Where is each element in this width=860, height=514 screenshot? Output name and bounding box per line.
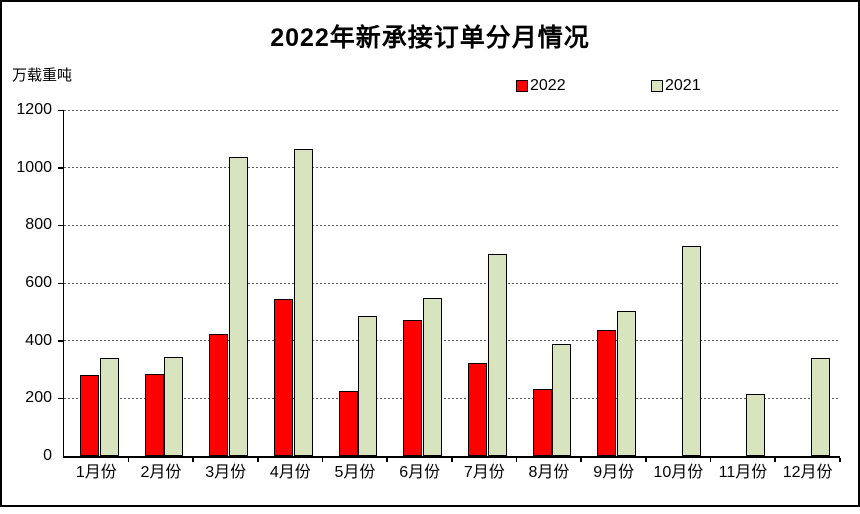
x-axis-label-11月份: 11月份: [718, 464, 768, 481]
x-axis-label-12月份: 12月份: [782, 464, 833, 481]
bar-2021-10月份: [681, 245, 701, 456]
y-axis-line: [62, 110, 64, 458]
x-tickmark-2: [192, 457, 194, 462]
bar-2021-2月份: [164, 356, 184, 456]
bar-2022-7月份: [468, 363, 487, 456]
y-tick-label-400: 400: [25, 331, 52, 349]
bar-2021-1月份: [99, 358, 119, 456]
x-axis-label-1月份: 1月份: [75, 464, 117, 481]
bar-2021-4月份: [293, 148, 313, 456]
y-tickmark-1000: [58, 167, 64, 169]
bar-2022-5月份: [338, 390, 358, 456]
legend-item-2022: 2022: [516, 78, 566, 94]
x-tickmark-9: [645, 457, 647, 462]
y-tick-label-1200: 1200: [16, 101, 52, 118]
bar-2021-7月份: [487, 254, 507, 456]
legend-label-2022: 2022: [530, 77, 566, 94]
x-tickmark-4: [321, 457, 324, 462]
bar-2022-8月份: [532, 389, 552, 456]
gridline-1000: [64, 167, 840, 169]
x-axis-label-7月份: 7月份: [463, 464, 505, 481]
y-tick-label-0: 0: [43, 447, 52, 464]
gridline-200: [64, 397, 840, 399]
chart-title: 2022年新承接订单分月情况: [270, 24, 590, 52]
x-tickmark-5: [386, 457, 388, 462]
y-tickmark-800: [58, 224, 64, 227]
legend-label-2021: 2021: [665, 77, 701, 94]
y-tick-label-200: 200: [25, 389, 52, 407]
legend-swatch-2021-icon: [651, 80, 663, 92]
bar-2022-9月份: [597, 329, 617, 456]
bar-2021-3月份: [228, 156, 248, 456]
x-tickmark-6: [451, 457, 453, 462]
y-tick-label-600: 600: [25, 274, 52, 291]
y-tickmark-400: [58, 340, 64, 342]
y-tickmark-1200: [58, 109, 64, 111]
bar-2022-6月份: [403, 320, 423, 456]
x-tickmark-10: [709, 457, 712, 462]
x-tickmark-1: [127, 457, 130, 462]
gridline-600: [64, 282, 840, 284]
x-tickmark-8: [580, 457, 582, 462]
bar-2021-11月份: [746, 394, 766, 456]
x-axis-label-2月份: 2月份: [140, 464, 182, 481]
legend-item-2021: 2021: [651, 78, 701, 94]
y-tickmark-600: [58, 282, 64, 284]
x-axis-label-3月份: 3月份: [205, 464, 247, 481]
y-tick-label-1000: 1000: [16, 158, 52, 176]
x-tickmark-3: [257, 457, 259, 462]
bar-2021-12月份: [810, 357, 830, 456]
bar-2022-3月份: [209, 333, 229, 456]
bar-2021-8月份: [552, 343, 572, 456]
y-tickmark-200: [58, 397, 64, 400]
x-axis-label-10月份: 10月份: [653, 464, 704, 481]
bar-2022-4月份: [274, 298, 293, 456]
bar-2021-9月份: [616, 310, 636, 456]
x-axis-label-9月份: 9月份: [593, 464, 635, 481]
bar-2021-5月份: [358, 315, 378, 456]
x-tickmark-12: [839, 457, 841, 462]
x-axis-label-6月份: 6月份: [399, 464, 441, 481]
gridline-800: [64, 224, 840, 226]
legend-swatch-2022-icon: [516, 80, 528, 92]
x-axis-label-5月份: 5月份: [334, 464, 376, 481]
bar-2022-1月份: [80, 375, 99, 456]
x-axis-label-4月份: 4月份: [269, 464, 311, 481]
bar-2021-6月份: [422, 297, 442, 456]
gridline-400: [64, 340, 840, 342]
x-tickmark-7: [515, 457, 518, 462]
bar-2022-2月份: [144, 374, 164, 456]
gridline-1200: [64, 109, 840, 111]
x-axis-line: [62, 456, 840, 458]
x-axis-label-8月份: 8月份: [528, 464, 570, 481]
y-tick-label-800: 800: [25, 216, 52, 234]
y-axis-unit-label: 万载重吨: [12, 67, 73, 84]
x-tickmark-11: [774, 457, 776, 462]
